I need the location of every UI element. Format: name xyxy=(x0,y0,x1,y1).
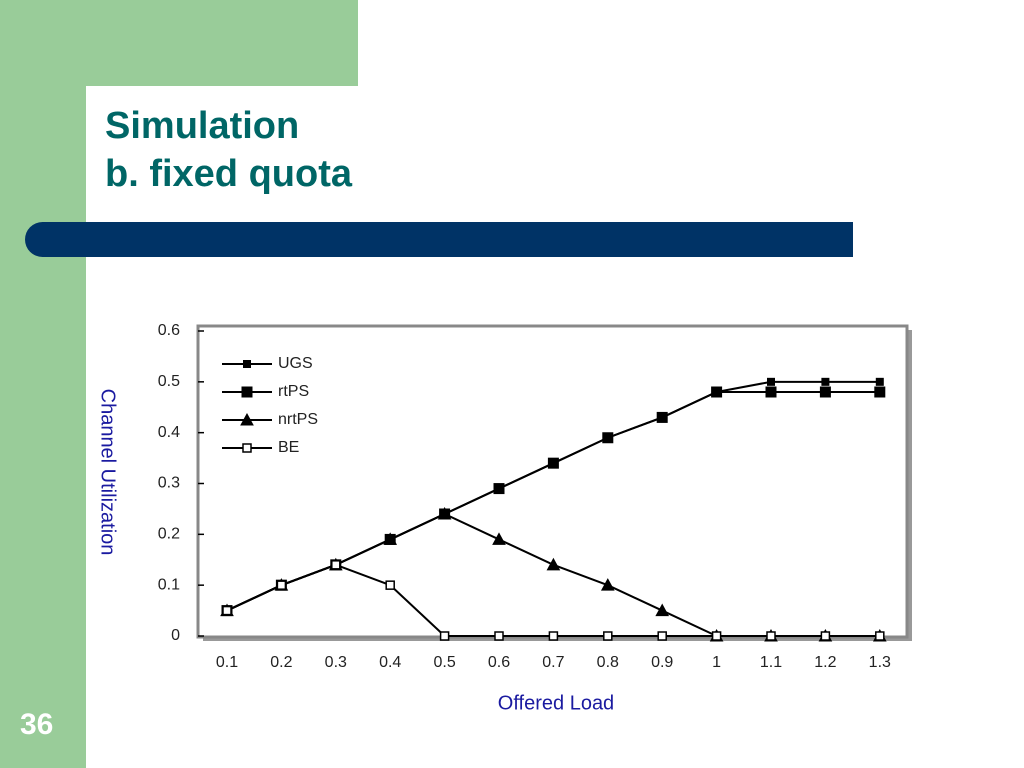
y-tick-label: 0.1 xyxy=(158,576,180,593)
title-bar xyxy=(25,222,853,257)
marker xyxy=(546,557,561,571)
x-tick-label: 0.3 xyxy=(325,654,347,671)
marker xyxy=(600,578,615,591)
legend-marker xyxy=(243,360,251,368)
x-tick-label: 0.4 xyxy=(379,654,401,671)
marker xyxy=(819,386,831,398)
green-strip xyxy=(0,0,358,86)
y-tick-label: 0.4 xyxy=(158,424,180,441)
x-tick-label: 0.6 xyxy=(488,654,510,671)
marker xyxy=(547,457,559,469)
marker xyxy=(276,580,287,590)
x-tick-label: 1.1 xyxy=(760,654,782,671)
x-tick-label: 0.2 xyxy=(270,654,292,671)
marker xyxy=(875,631,885,641)
y-tick-label: 0 xyxy=(171,627,180,644)
x-tick-label: 0.7 xyxy=(542,654,564,671)
marker xyxy=(437,506,452,520)
legend-label: UGS xyxy=(278,355,313,372)
marker xyxy=(492,532,506,545)
marker xyxy=(602,432,614,444)
x-tick-label: 1.2 xyxy=(814,654,836,671)
marker xyxy=(875,377,884,386)
y-tick-label: 0.5 xyxy=(158,373,180,390)
marker xyxy=(655,603,670,617)
marker xyxy=(656,411,668,423)
legend-label: BE xyxy=(278,439,299,456)
marker xyxy=(331,560,341,570)
page-number: 36 xyxy=(20,708,54,741)
legend-marker xyxy=(240,412,254,426)
marker xyxy=(383,532,398,545)
x-tick-label: 1.3 xyxy=(869,654,891,671)
x-axis-label: Offered Load xyxy=(498,692,614,714)
marker xyxy=(548,631,559,641)
marker xyxy=(494,631,504,641)
legend-marker xyxy=(242,443,252,453)
marker xyxy=(385,580,395,590)
marker xyxy=(603,631,613,641)
y-tick-label: 0.3 xyxy=(158,475,180,492)
legend-label: rtPS xyxy=(278,383,309,400)
legend-label: nrtPS xyxy=(278,411,318,428)
marker xyxy=(765,386,777,398)
y-axis-label: Channel Utilization xyxy=(97,389,119,556)
marker xyxy=(657,631,667,641)
marker xyxy=(820,631,831,641)
x-tick-label: 0.1 xyxy=(216,654,238,671)
x-tick-label: 1 xyxy=(712,654,721,671)
marker xyxy=(222,605,232,616)
marker xyxy=(711,631,722,641)
x-tick-label: 0.9 xyxy=(651,654,673,671)
plot-frame xyxy=(196,324,909,639)
marker xyxy=(711,386,723,398)
x-tick-label: 0.8 xyxy=(597,654,619,671)
marker xyxy=(439,631,450,641)
y-tick-label: 0.6 xyxy=(158,322,180,339)
green-strip xyxy=(0,0,86,768)
slide-title: Simulation b. fixed quota xyxy=(105,102,352,198)
x-tick-label: 0.5 xyxy=(433,654,455,671)
marker xyxy=(767,377,775,386)
title-line: Simulation xyxy=(105,105,300,147)
y-tick-label: 0.2 xyxy=(158,526,180,543)
marker xyxy=(766,631,776,641)
marker xyxy=(821,377,830,386)
title-line: b. fixed quota xyxy=(105,153,352,195)
legend-marker xyxy=(241,386,253,398)
marker xyxy=(493,483,505,495)
marker xyxy=(874,386,886,398)
